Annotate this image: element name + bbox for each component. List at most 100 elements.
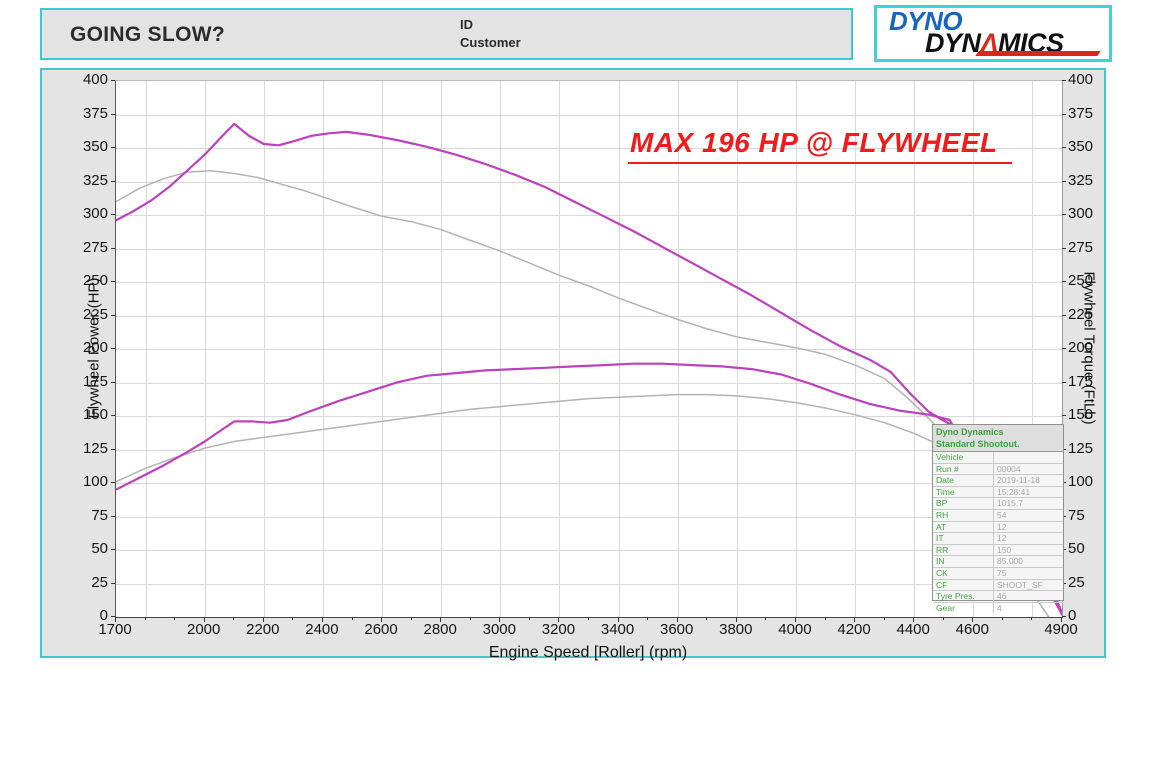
gridline-horizontal — [116, 148, 1062, 149]
run-info-value: 150 — [993, 544, 1063, 556]
run-info-value: 75 — [993, 567, 1063, 579]
left-axis-tick-label: 225 — [82, 305, 108, 323]
right-axis-tick-label: 275 — [1068, 238, 1094, 256]
x-axis-tick-mark — [174, 617, 176, 620]
x-axis-tick-label: 3200 — [541, 621, 576, 638]
x-axis-tick-mark — [469, 617, 471, 620]
run-info-label: Gear — [936, 602, 955, 613]
x-axis-tick-mark — [410, 617, 412, 620]
run-info-row: RH 54 — [933, 508, 1063, 521]
max-hp-annotation: MAX 196 HP @ FLYWHEEL — [628, 127, 1012, 164]
x-axis-tick-mark — [203, 617, 205, 622]
left-axis-tick-label: 325 — [82, 171, 108, 189]
gridline-horizontal — [116, 181, 1062, 183]
right-axis-tick-label: 300 — [1068, 205, 1094, 222]
x-axis-tick-label: 2800 — [423, 621, 457, 638]
left-axis-tick-label: 75 — [91, 506, 108, 524]
gridline-horizontal — [116, 449, 1062, 451]
run-info-label: RH — [936, 509, 949, 520]
run-info-value: 1015.7 — [993, 498, 1063, 509]
gridline-horizontal — [116, 248, 1062, 250]
x-axis-tick-label: 3400 — [600, 621, 635, 638]
run-info-title-line1: Dyno Dynamics — [936, 427, 1004, 437]
left-axis-tick-mark — [111, 281, 115, 282]
right-axis-tick-mark — [1062, 147, 1066, 148]
customer-label: Customer — [460, 35, 521, 50]
x-axis-tick-mark — [972, 617, 974, 622]
x-axis-tick-label: 4900 — [1044, 621, 1078, 638]
right-axis-tick-mark — [1062, 180, 1066, 182]
plot-area: MAX 196 HP @ FLYWHEEL — [115, 80, 1063, 618]
run-info-label: Tyre Pres. — [936, 591, 975, 602]
right-axis-tick-label: 225 — [1068, 305, 1094, 323]
run-info-row: Time 15:28:41 — [933, 485, 1063, 498]
right-axis-tick-label: 175 — [1068, 372, 1094, 390]
right-axis-tick-label: 50 — [1068, 540, 1085, 557]
run-info-value: 00004 — [993, 463, 1063, 475]
x-axis-title: Engine Speed [Roller] (rpm) — [488, 644, 688, 661]
left-axis-tick-mark — [111, 147, 115, 148]
gridline-horizontal — [116, 382, 1062, 384]
right-axis-tick-mark — [1062, 214, 1066, 215]
x-axis-tick-mark — [381, 617, 383, 622]
dyno-dynamics-logo: DYNO DYNΛMICS — [874, 5, 1112, 62]
run-info-row: IT 12 — [933, 532, 1063, 544]
left-axis-tick-mark — [111, 247, 115, 249]
right-axis-tick-mark — [1062, 348, 1066, 349]
x-axis-tick-mark — [824, 617, 826, 620]
run-info-row: IN 85.000 — [933, 555, 1063, 567]
x-axis-tick-label: 3800 — [719, 621, 753, 638]
x-axis-tick-mark — [588, 617, 589, 620]
left-axis-tick-mark — [111, 616, 115, 617]
left-axis-tick-mark — [111, 113, 115, 115]
x-axis-tick-mark — [351, 617, 353, 620]
x-axis-tick-mark — [528, 617, 530, 620]
left-axis-tick-mark — [111, 180, 115, 182]
right-axis-tick-label: 375 — [1068, 104, 1094, 122]
right-axis-tick-label: 25 — [1068, 573, 1085, 591]
gridline-horizontal — [116, 215, 1062, 216]
run-info-row: BP 1015.7 — [933, 497, 1063, 509]
run-info-value: 85.000 — [993, 556, 1063, 567]
run-info-label: CF — [936, 579, 948, 590]
run-info-value: 54 — [993, 509, 1063, 521]
x-axis-tick-mark — [321, 617, 323, 622]
x-axis-tick-label: 3600 — [660, 621, 694, 638]
header-bar: GOING SLOW? ID Customer — [40, 8, 853, 60]
gridline-horizontal — [116, 550, 1062, 551]
left-axis-tick-mark — [111, 549, 115, 550]
right-axis-tick-mark — [1062, 80, 1066, 81]
x-axis-tick-label: 4000 — [778, 621, 812, 638]
left-axis-tick-label: 350 — [82, 138, 108, 155]
run-info-value: 2019-11-18 — [993, 475, 1063, 486]
x-axis-tick-mark — [499, 617, 501, 622]
left-axis-tick-label: 400 — [82, 71, 108, 88]
left-axis-tick-label: 50 — [91, 540, 108, 557]
left-axis-tick-mark — [111, 482, 115, 483]
x-axis-tick-label: 1700 — [98, 621, 132, 638]
left-axis-tick-mark — [111, 314, 115, 316]
right-axis-tick-label: 100 — [1068, 473, 1094, 490]
x-axis-tick-mark — [292, 617, 294, 620]
run-info-table-body: Vehicle Run # 00004 Date 2019-11-18 Time 15:28… — [933, 452, 1063, 614]
left-axis-tick-label: 0 — [99, 607, 108, 624]
gridline-horizontal — [116, 516, 1062, 518]
left-axis-tick-label: 300 — [82, 205, 108, 222]
left-axis-tick-label: 275 — [82, 238, 108, 256]
right-axis-tick-mark — [1062, 482, 1066, 483]
run-info-value: 12 — [993, 533, 1063, 544]
right-axis-tick-label: 75 — [1068, 506, 1085, 524]
run-info-label: Date — [936, 475, 954, 486]
run-info-label: Run # — [936, 463, 959, 474]
right-axis-tick-label: 125 — [1068, 439, 1094, 457]
run-info-label: BP — [936, 498, 948, 509]
gridline-horizontal — [116, 483, 1062, 484]
run-info-row: Tyre Pres. 46 — [933, 590, 1063, 602]
x-axis-tick-mark — [1001, 617, 1003, 620]
run-info-label: RR — [936, 544, 949, 555]
right-axis-tick-mark — [1062, 314, 1066, 316]
run-info-row: Vehicle — [933, 452, 1063, 463]
run-info-row: AT 12 — [933, 520, 1063, 533]
torque-tuned-curve — [116, 122, 1062, 617]
left-axis-tick-label: 200 — [82, 339, 108, 356]
